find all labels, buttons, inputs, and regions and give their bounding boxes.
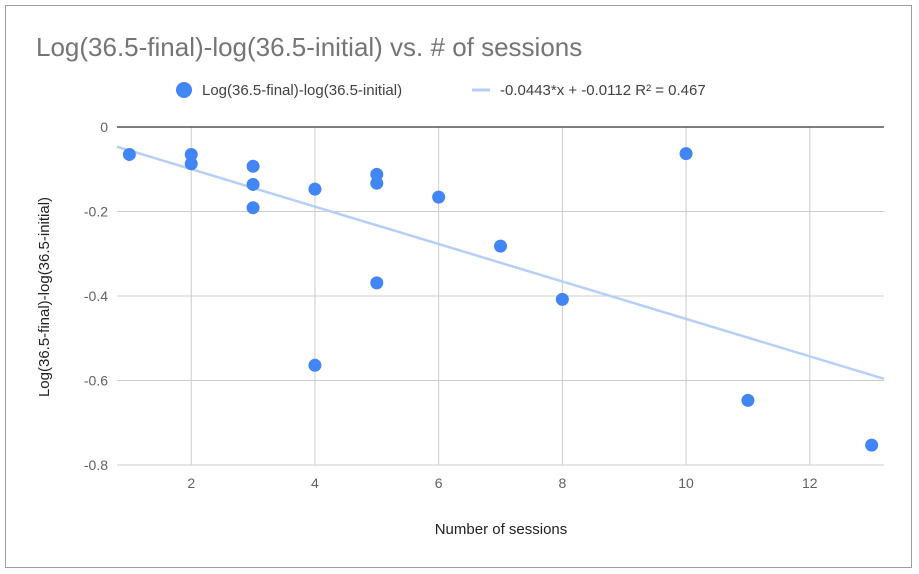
data-point xyxy=(370,276,384,290)
data-points xyxy=(122,147,879,452)
data-point xyxy=(246,177,260,191)
chart-frame xyxy=(5,5,912,568)
legend-label-scatter: Log(36.5-final)-log(36.5-initial) xyxy=(202,82,402,99)
y-tick-label: -0.4 xyxy=(84,288,108,304)
x-tick-label: 10 xyxy=(678,475,694,491)
y-tick-label: -0.6 xyxy=(84,373,108,389)
legend-label-trendline: -0.0443*x + -0.0112 R² = 0.467 xyxy=(500,82,706,99)
y-tick-label: -0.8 xyxy=(84,457,108,473)
data-point xyxy=(308,358,322,372)
data-point xyxy=(184,147,198,161)
trendline xyxy=(116,145,885,380)
data-point xyxy=(432,190,446,204)
data-point xyxy=(741,393,755,407)
data-point xyxy=(555,292,569,306)
y-tick-label: 0 xyxy=(100,119,108,135)
data-point xyxy=(122,147,136,161)
data-point xyxy=(679,147,693,161)
data-point xyxy=(246,159,260,173)
y-axis-label: Log(36.5-final)-log(36.5-initial) xyxy=(36,197,53,397)
x-tick-label: 12 xyxy=(802,475,818,491)
x-tick-label: 2 xyxy=(187,475,195,491)
data-point xyxy=(865,438,879,452)
y-tick-label: -0.2 xyxy=(84,204,108,220)
x-tick-label: 6 xyxy=(435,475,443,491)
legend-marker-scatter xyxy=(176,82,192,98)
tick-labels: 2 4 6 8 10 12 0 -0.2 -0.4 -0.6 -0.8 xyxy=(84,119,818,491)
trendline-group xyxy=(116,145,885,380)
data-point xyxy=(184,157,198,171)
data-point xyxy=(370,176,384,190)
x-axis-label: Number of sessions xyxy=(435,521,568,538)
x-tick-label: 8 xyxy=(558,475,566,491)
chart-title: Log(36.5-final)-log(36.5-initial) vs. # … xyxy=(36,32,582,62)
legend: Log(36.5-final)-log(36.5-initial) -0.044… xyxy=(176,82,706,99)
data-point xyxy=(246,201,260,215)
gridlines xyxy=(117,126,884,466)
data-point xyxy=(308,182,322,196)
data-point xyxy=(494,239,507,253)
x-tick-label: 4 xyxy=(311,475,319,491)
